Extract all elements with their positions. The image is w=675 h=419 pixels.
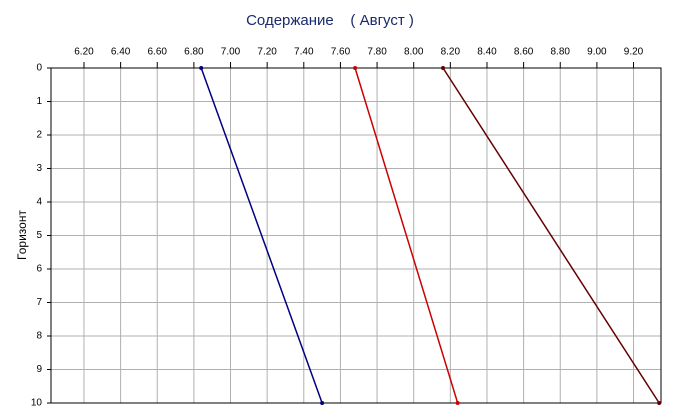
y-tick-label: 2 [36,130,42,141]
point [657,401,662,405]
y-tick-label: 1 [36,96,42,107]
point [320,401,325,405]
chart-title: Содержание ( Август ) [246,12,414,29]
x-tick-label: 6.20 [74,47,94,58]
x-tick-label: 6.60 [148,47,168,58]
y-tick-label: 3 [36,163,42,174]
point [455,401,460,405]
x-tick-label: 8.20 [441,47,461,58]
y-axis-label: Горизонт [15,210,29,260]
x-tick-label: 7.80 [367,47,387,58]
x-tick-label: 6.40 [111,47,131,58]
x-tick-label: 7.00 [221,47,241,58]
point [353,66,358,70]
x-tick-label: 6.80 [184,47,204,58]
x-tick-label: 8.80 [551,47,571,58]
point [199,66,204,70]
x-tick-label: 7.60 [331,47,351,58]
y-tick-label: 10 [31,398,43,409]
x-tick-label: 8.00 [404,47,424,58]
x-tick-label: 9.00 [587,47,607,58]
x-tick-label: 7.20 [257,47,277,58]
y-tick-label: 5 [36,230,42,241]
y-tick-label: 7 [36,297,42,308]
x-tick-label: 8.60 [514,47,534,58]
series-line [442,67,660,404]
point [441,66,446,70]
x-tick-label: 9.20 [624,47,644,58]
series-line [354,67,459,404]
series-line [200,67,323,404]
y-tick-label: 4 [36,197,42,208]
y-tick-label: 0 [36,63,42,74]
x-tick-label: 8.40 [477,47,497,58]
y-tick-label: 8 [36,331,42,342]
y-tick-label: 6 [36,264,42,275]
x-tick-label: 7.40 [294,47,314,58]
y-tick-label: 9 [36,364,42,375]
